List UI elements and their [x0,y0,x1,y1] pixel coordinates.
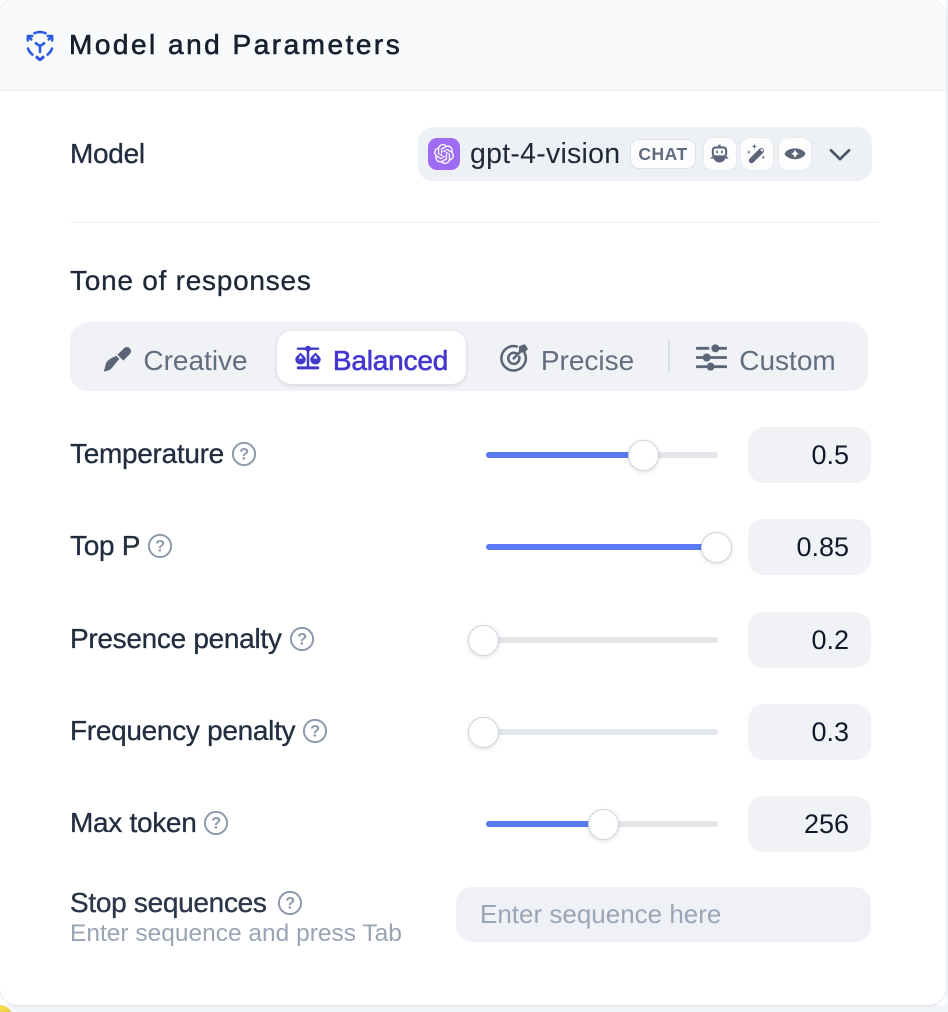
svg-text:?: ? [310,723,320,741]
svg-text:?: ? [155,538,165,556]
svg-text:?: ? [285,895,295,913]
svg-text:?: ? [239,446,249,464]
svg-text:?: ? [212,815,222,833]
svg-text:?: ? [297,631,307,649]
